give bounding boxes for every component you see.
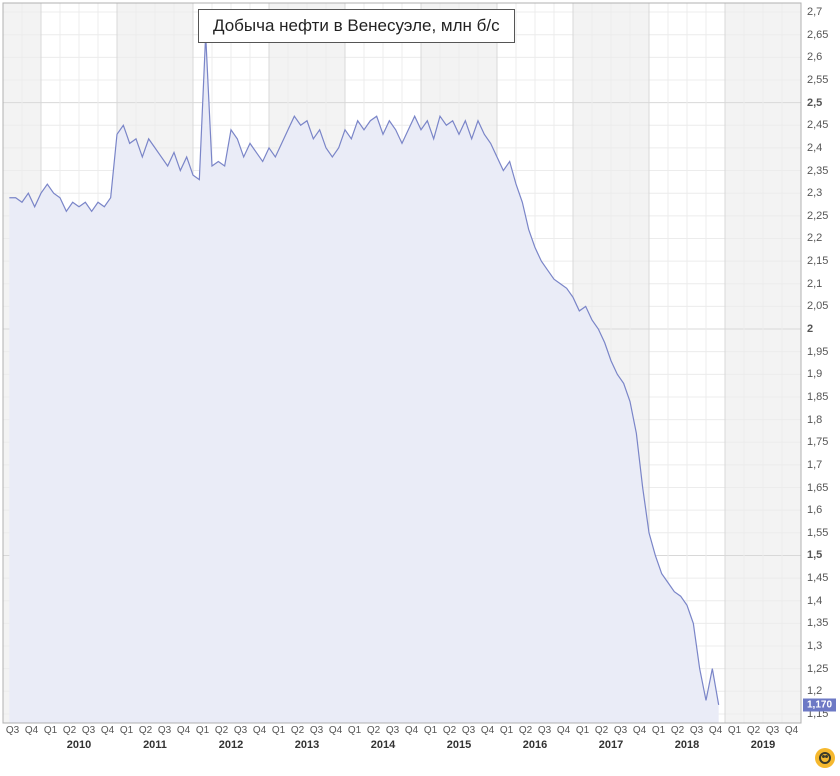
x-quarter-label: Q2 [139, 725, 152, 736]
x-quarter-label: Q2 [671, 725, 684, 736]
y-tick-label: 1,4 [807, 595, 822, 607]
x-quarter-label: Q4 [481, 725, 494, 736]
x-year-label: 2018 [675, 739, 699, 751]
y-tick-label: 1,45 [807, 572, 828, 584]
x-year-label: 2011 [143, 739, 167, 751]
x-quarter-label: Q4 [25, 725, 38, 736]
y-tick-label: 2,25 [807, 210, 828, 222]
y-tick-label: 1,65 [807, 482, 828, 494]
y-tick-label: 1,25 [807, 663, 828, 675]
y-tick-label: 2,1 [807, 278, 822, 290]
y-tick-label: 1,6 [807, 504, 822, 516]
y-tick-label: 2,05 [807, 300, 828, 312]
y-tick-label: 2,15 [807, 255, 828, 267]
x-year-label: 2017 [599, 739, 623, 751]
x-quarter-label: Q4 [101, 725, 114, 736]
y-tick-label: 2,2 [807, 232, 822, 244]
y-tick-label: 1,2 [807, 685, 822, 697]
current-value-label: 1,170 [807, 699, 832, 710]
x-year-label: 2012 [219, 739, 243, 751]
chart-svg [0, 0, 840, 776]
x-quarter-label: Q2 [291, 725, 304, 736]
x-quarter-label: Q3 [82, 725, 95, 736]
y-tick-label: 1,9 [807, 368, 822, 380]
x-quarter-label: Q1 [500, 725, 513, 736]
x-quarter-label: Q1 [196, 725, 209, 736]
y-tick-label: 2,5 [807, 97, 822, 109]
x-quarter-label: Q2 [747, 725, 760, 736]
y-tick-label: 1,8 [807, 414, 822, 426]
y-tick-label: 1,7 [807, 459, 822, 471]
x-quarter-label: Q4 [633, 725, 646, 736]
x-quarter-label: Q2 [595, 725, 608, 736]
y-tick-label: 1,55 [807, 527, 828, 539]
x-quarter-label: Q3 [614, 725, 627, 736]
x-quarter-label: Q3 [386, 725, 399, 736]
chart-container: Добыча нефти в Венесуэле, млн б/с 1,151,… [0, 0, 840, 776]
x-quarter-label: Q2 [519, 725, 532, 736]
x-quarter-label: Q1 [120, 725, 133, 736]
x-quarter-label: Q2 [367, 725, 380, 736]
x-quarter-label: Q4 [709, 725, 722, 736]
x-quarter-label: Q2 [443, 725, 456, 736]
y-tick-label: 1,95 [807, 346, 828, 358]
y-tick-label: 1,85 [807, 391, 828, 403]
x-quarter-label: Q1 [272, 725, 285, 736]
watermark-icon [815, 748, 835, 768]
y-tick-label: 2 [807, 323, 813, 335]
x-quarter-label: Q3 [6, 725, 19, 736]
x-quarter-label: Q3 [234, 725, 247, 736]
x-quarter-label: Q1 [652, 725, 665, 736]
y-tick-label: 2,45 [807, 119, 828, 131]
y-tick-label: 2,35 [807, 165, 828, 177]
x-quarter-label: Q1 [44, 725, 57, 736]
x-quarter-label: Q1 [728, 725, 741, 736]
y-tick-label: 1,5 [807, 549, 822, 561]
y-tick-label: 1,3 [807, 640, 822, 652]
x-quarter-label: Q3 [158, 725, 171, 736]
y-tick-label: 2,6 [807, 51, 822, 63]
x-quarter-label: Q2 [215, 725, 228, 736]
y-tick-label: 2,3 [807, 187, 822, 199]
current-value-marker: 1,170 [803, 698, 836, 711]
x-year-label: 2015 [447, 739, 471, 751]
y-tick-label: 2,55 [807, 74, 828, 86]
x-year-label: 2019 [751, 739, 775, 751]
x-quarter-label: Q4 [177, 725, 190, 736]
x-quarter-label: Q3 [310, 725, 323, 736]
x-quarter-label: Q1 [348, 725, 361, 736]
x-year-label: 2014 [371, 739, 395, 751]
x-year-label: 2016 [523, 739, 547, 751]
x-quarter-label: Q4 [329, 725, 342, 736]
y-tick-label: 2,65 [807, 29, 828, 41]
chart-title: Добыча нефти в Венесуэле, млн б/с [213, 16, 500, 35]
x-year-label: 2010 [67, 739, 91, 751]
x-quarter-label: Q4 [405, 725, 418, 736]
x-quarter-label: Q2 [63, 725, 76, 736]
y-tick-label: 2,7 [807, 6, 822, 18]
x-quarter-label: Q4 [557, 725, 570, 736]
y-tick-label: 1,35 [807, 617, 828, 629]
chart-title-box: Добыча нефти в Венесуэле, млн б/с [198, 9, 515, 43]
x-quarter-label: Q1 [576, 725, 589, 736]
x-quarter-label: Q3 [690, 725, 703, 736]
y-tick-label: 2,4 [807, 142, 822, 154]
x-year-label: 2013 [295, 739, 319, 751]
x-quarter-label: Q4 [253, 725, 266, 736]
x-quarter-label: Q4 [785, 725, 798, 736]
y-tick-label: 1,75 [807, 436, 828, 448]
x-quarter-label: Q3 [766, 725, 779, 736]
x-quarter-label: Q3 [462, 725, 475, 736]
x-quarter-label: Q1 [424, 725, 437, 736]
x-quarter-label: Q3 [538, 725, 551, 736]
